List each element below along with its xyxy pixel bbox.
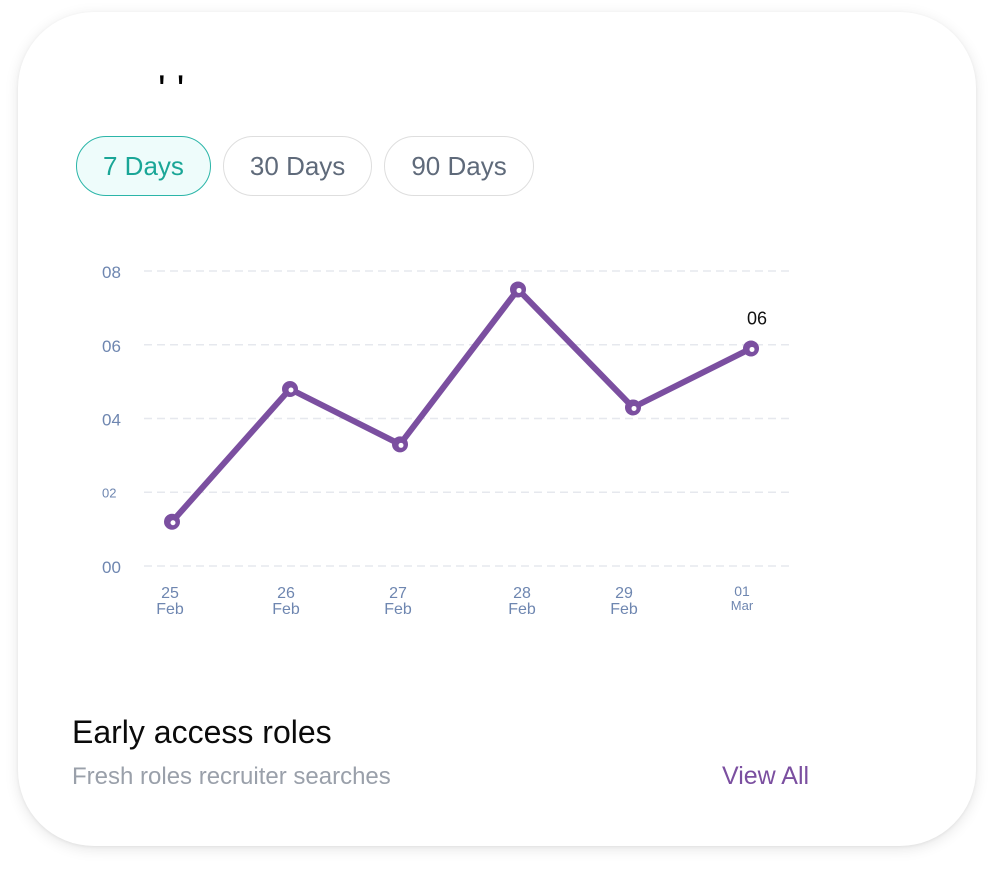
x-tick-label-month: Feb [384, 601, 412, 618]
x-tick-label-month: Feb [508, 601, 536, 618]
data-point-highlight [749, 346, 755, 352]
x-tick-label-month: Feb [610, 601, 638, 618]
section-title: Early access roles [72, 714, 332, 750]
y-tick-label: 04 [102, 411, 121, 430]
data-point-highlight [288, 387, 294, 393]
range-tabs: 7 Days 30 Days 90 Days [76, 136, 534, 196]
x-tick-label-month: Feb [272, 601, 300, 618]
data-point-highlight [170, 520, 176, 526]
view-all-link[interactable]: View All [722, 762, 810, 790]
tab-90-days[interactable]: 90 Days [384, 136, 534, 196]
data-point-highlight [516, 287, 522, 293]
insights-card: ' ' 7 Days 30 Days 90 Days 00 02 04 06 08 25 F… [18, 12, 976, 846]
tab-7-days[interactable]: 7 Days [76, 136, 211, 196]
tab-30-days[interactable]: 30 Days [222, 136, 373, 196]
series-line [169, 286, 754, 525]
x-tick-label-day: 27 [389, 585, 407, 602]
x-tick-label-day: 29 [615, 585, 633, 602]
x-tick-label-day: 25 [161, 585, 179, 602]
x-tick-label-month: Feb [156, 601, 184, 618]
clipped-header: ' ' [18, 12, 976, 100]
line-chart: 000204060825Feb26Feb27Feb28Feb29Feb01Mar… [102, 263, 792, 618]
y-tick-label: 08 [102, 263, 121, 282]
y-tick-label: 02 [102, 485, 116, 500]
x-tick-label-day: 26 [277, 585, 295, 602]
data-point-highlight [398, 442, 404, 448]
section-subtitle: Fresh roles recruiter searches [72, 763, 391, 790]
x-tick-label-month: Mar [731, 598, 754, 613]
x-tick-label-day: 01 [734, 583, 750, 599]
data-point-highlight [631, 405, 637, 411]
y-tick-label: 00 [102, 558, 121, 577]
data-label: 06 [747, 308, 767, 328]
clipped-header-text: ' ' [158, 68, 185, 100]
x-tick-label-day: 28 [513, 585, 531, 602]
y-tick-label: 06 [102, 337, 121, 356]
